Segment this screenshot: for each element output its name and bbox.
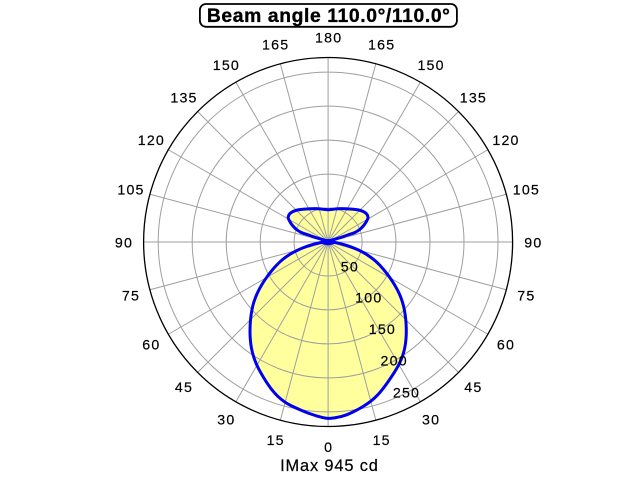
svg-text:200: 200 [381,354,408,370]
svg-text:105: 105 [117,182,144,198]
svg-text:150: 150 [417,58,444,74]
svg-text:90: 90 [115,235,133,251]
svg-text:105: 105 [513,182,540,198]
svg-text:100: 100 [355,291,382,307]
svg-text:50: 50 [341,259,359,275]
svg-text:165: 165 [262,38,289,54]
svg-text:90: 90 [524,235,542,251]
svg-text:60: 60 [142,338,160,354]
svg-text:180: 180 [315,31,342,47]
svg-text:150: 150 [369,322,396,338]
svg-text:45: 45 [464,380,482,396]
svg-text:75: 75 [122,288,140,304]
svg-text:15: 15 [267,433,285,449]
svg-text:Beam angle 110.0°/110.0°: Beam angle 110.0°/110.0° [207,6,451,27]
svg-text:45: 45 [175,380,193,396]
svg-text:60: 60 [497,338,515,354]
svg-text:0: 0 [324,440,333,456]
svg-text:IMax 945 cd: IMax 945 cd [280,457,379,475]
svg-text:30: 30 [422,413,440,429]
svg-text:150: 150 [213,58,240,74]
svg-text:135: 135 [170,91,197,107]
svg-text:120: 120 [138,133,165,149]
svg-text:120: 120 [492,133,519,149]
svg-text:135: 135 [460,91,487,107]
svg-text:15: 15 [373,433,391,449]
svg-text:75: 75 [517,288,535,304]
svg-text:250: 250 [393,385,420,401]
svg-text:30: 30 [217,413,235,429]
svg-text:165: 165 [368,38,395,54]
